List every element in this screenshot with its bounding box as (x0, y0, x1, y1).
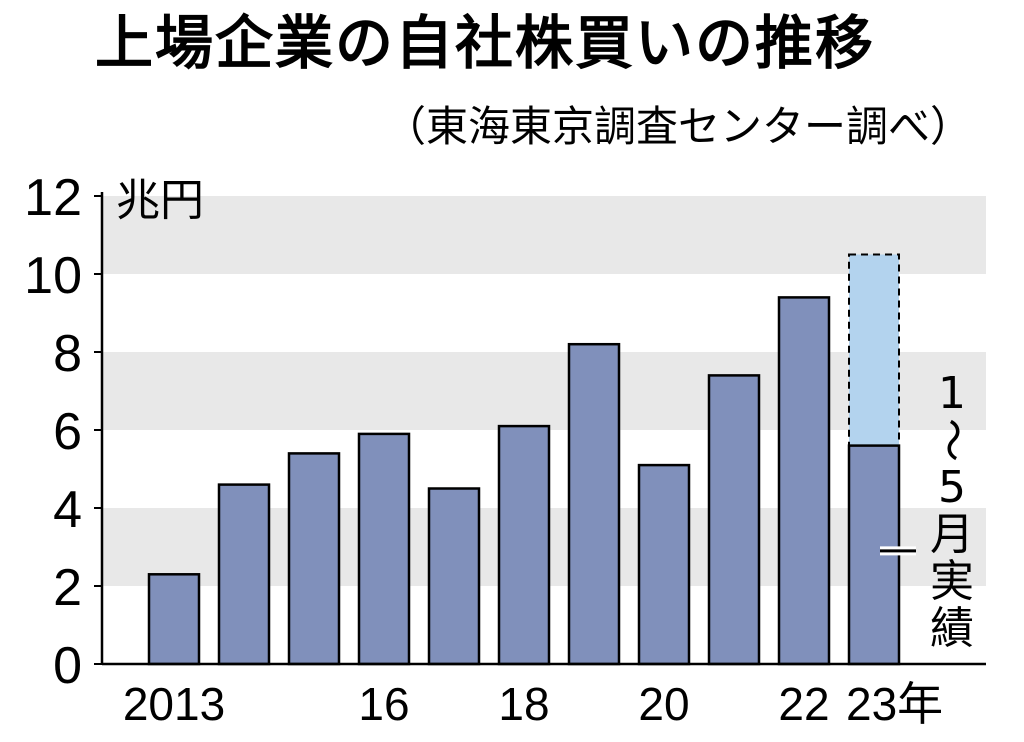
chart-source: （東海東京調査センター調べ） (383, 102, 972, 151)
y-tick-label: 6 (53, 403, 82, 461)
x-tick-label: 18 (498, 678, 549, 730)
bar-2022 (777, 296, 831, 666)
annotation-char: 1 (938, 368, 966, 419)
y-tick-label: 8 (53, 325, 82, 383)
bar-2020 (637, 463, 691, 666)
x-tick-label: 2013 (123, 678, 225, 730)
grid-band (102, 352, 986, 430)
x-tick-label: 16 (358, 678, 409, 730)
grid-band (102, 196, 986, 274)
bar-2021 (707, 374, 761, 666)
chart-title: 上場企業の自社株買いの推移 (95, 9, 876, 77)
annotation-char: 績 (930, 603, 974, 654)
annotation-char: 実 (930, 556, 974, 607)
y-tick-label: 2 (53, 559, 82, 617)
y-tick-label: 4 (53, 481, 82, 539)
y-tick-label: 0 (53, 637, 82, 695)
bar-2016 (357, 432, 411, 666)
annotation-char: 5 (938, 462, 966, 513)
bar-2019 (567, 342, 621, 666)
projection-bar (848, 253, 900, 447)
bar-2017 (427, 487, 481, 666)
unit-label: 兆円 (116, 175, 204, 226)
y-tick-label: 10 (24, 247, 82, 305)
bar-2015 (287, 452, 341, 666)
y-tick-label: 12 (24, 169, 82, 227)
x-tick-label: 23年 (846, 678, 943, 730)
bar-2013 (147, 573, 201, 666)
x-tick-label: 22 (778, 678, 829, 730)
annotation-char: 月 (930, 509, 974, 560)
bar-2018 (497, 424, 551, 666)
bar-2014 (217, 483, 271, 666)
annotation-char: 〜 (926, 418, 977, 462)
x-tick-label: 20 (638, 678, 689, 730)
